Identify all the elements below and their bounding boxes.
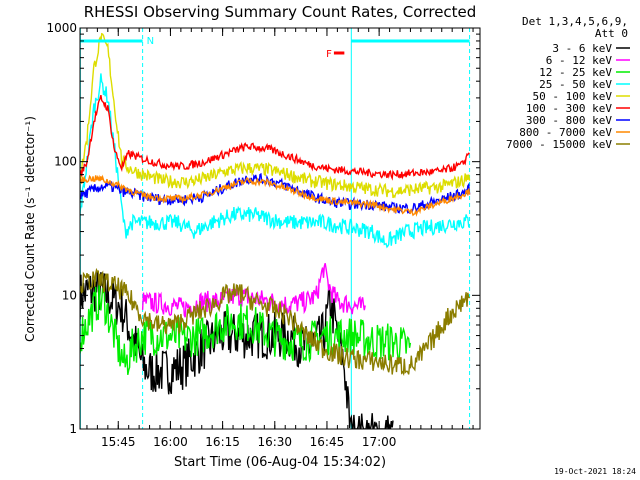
detectors-label: Det 1,3,4,5,6,9,	[522, 15, 628, 28]
y-tick-label: 1	[69, 422, 77, 436]
flare-flag-label: F	[326, 49, 332, 60]
chart-title: RHESSI Observing Summary Count Rates, Co…	[84, 3, 477, 21]
series-group	[80, 28, 471, 429]
series-line-300-800-kev	[80, 172, 471, 214]
x-tick-label: 15:45	[101, 435, 136, 449]
x-tick-label: 16:45	[310, 435, 345, 449]
y-axis-label: Corrected Count Rate (s⁻¹ detector⁻¹)	[23, 116, 37, 342]
plot-frame	[79, 27, 481, 430]
y-tick-label: 1000	[46, 21, 77, 35]
x-tick-label: 16:15	[205, 435, 240, 449]
legend-label: 300 - 800 keV	[526, 114, 612, 127]
series-line-7000-15000-kev	[80, 267, 471, 377]
y-tick-label: 10	[62, 288, 77, 302]
x-tick-label: 16:30	[257, 435, 292, 449]
legend-label: 12 - 25 keV	[539, 66, 612, 79]
legend-label: 3 - 6 keV	[552, 42, 612, 55]
y-tick-label: 100	[54, 155, 77, 169]
legend-label: 100 - 300 keV	[526, 102, 612, 115]
x-tick-label: 16:00	[153, 435, 188, 449]
plot-area: NF	[80, 28, 471, 429]
legend-label: 800 - 7000 keV	[519, 126, 612, 139]
x-tick-label: 17:00	[362, 435, 397, 449]
attenuator-label: Att 0	[595, 27, 628, 40]
footer-date: 19-Oct-2021 18:24	[554, 467, 636, 476]
legend-label: 7000 - 15000 keV	[506, 138, 612, 151]
legend-label: 25 - 50 keV	[539, 78, 612, 91]
legend-label: 6 - 12 keV	[546, 54, 613, 67]
x-axis-label: Start Time (06-Aug-04 15:34:02)	[174, 455, 386, 470]
series-line-25-50-kev	[80, 73, 471, 249]
legend-label: 50 - 100 keV	[533, 90, 613, 103]
series-line-12-25-kev	[80, 282, 412, 376]
axes: 1 10 100 1000 15:45 16:00 16:15 16:30 16:45 17:00	[46, 21, 481, 449]
series-line-50-100-kev	[80, 32, 471, 199]
series-line-100-300-kev	[80, 94, 470, 181]
series-line-800-7000-kev	[80, 174, 471, 217]
night-flag-label: N	[147, 36, 154, 47]
